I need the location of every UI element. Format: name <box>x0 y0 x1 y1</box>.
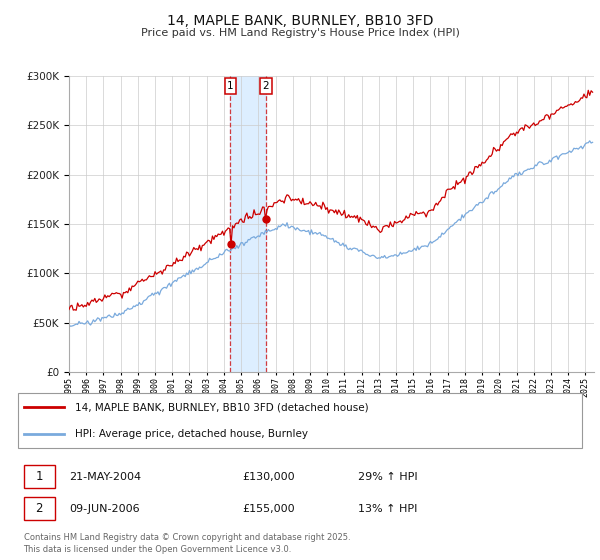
Text: 1: 1 <box>35 470 43 483</box>
Text: 14, MAPLE BANK, BURNLEY, BB10 3FD (detached house): 14, MAPLE BANK, BURNLEY, BB10 3FD (detac… <box>76 402 369 412</box>
Text: 09-JUN-2006: 09-JUN-2006 <box>70 504 140 514</box>
Text: 13% ↑ HPI: 13% ↑ HPI <box>358 504 417 514</box>
Text: 29% ↑ HPI: 29% ↑ HPI <box>358 472 417 482</box>
Text: 21-MAY-2004: 21-MAY-2004 <box>70 472 142 482</box>
Text: Price paid vs. HM Land Registry's House Price Index (HPI): Price paid vs. HM Land Registry's House … <box>140 28 460 38</box>
Text: £155,000: £155,000 <box>242 504 295 514</box>
FancyBboxPatch shape <box>23 497 55 520</box>
Text: 2: 2 <box>263 81 269 91</box>
Text: Contains HM Land Registry data © Crown copyright and database right 2025.
This d: Contains HM Land Registry data © Crown c… <box>23 533 350 554</box>
Bar <box>230 76 266 372</box>
Text: 1: 1 <box>227 81 234 91</box>
Text: HPI: Average price, detached house, Burnley: HPI: Average price, detached house, Burn… <box>76 429 308 439</box>
Text: £130,000: £130,000 <box>242 472 295 482</box>
FancyBboxPatch shape <box>18 393 582 448</box>
Text: 2: 2 <box>35 502 43 515</box>
Text: 14, MAPLE BANK, BURNLEY, BB10 3FD: 14, MAPLE BANK, BURNLEY, BB10 3FD <box>167 14 433 28</box>
FancyBboxPatch shape <box>23 465 55 488</box>
